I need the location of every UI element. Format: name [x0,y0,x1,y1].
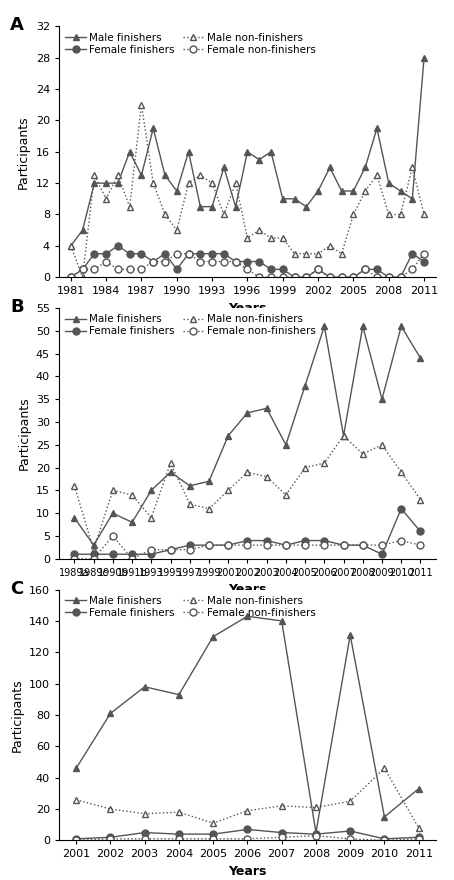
X-axis label: Years: Years [228,583,266,597]
Text: C: C [10,580,23,598]
Legend: Male finishers, Female finishers, Male non-finishers, Female non-finishers: Male finishers, Female finishers, Male n… [64,595,317,619]
Y-axis label: Participants: Participants [17,397,30,470]
Legend: Male finishers, Female finishers, Male non-finishers, Female non-finishers: Male finishers, Female finishers, Male n… [64,32,317,55]
Y-axis label: Participants: Participants [10,678,23,752]
Y-axis label: Participants: Participants [17,115,30,188]
Text: A: A [10,17,24,34]
Legend: Male finishers, Female finishers, Male non-finishers, Female non-finishers: Male finishers, Female finishers, Male n… [64,313,317,337]
Text: B: B [10,298,24,316]
X-axis label: Years: Years [228,865,266,878]
X-axis label: Years: Years [228,302,266,315]
